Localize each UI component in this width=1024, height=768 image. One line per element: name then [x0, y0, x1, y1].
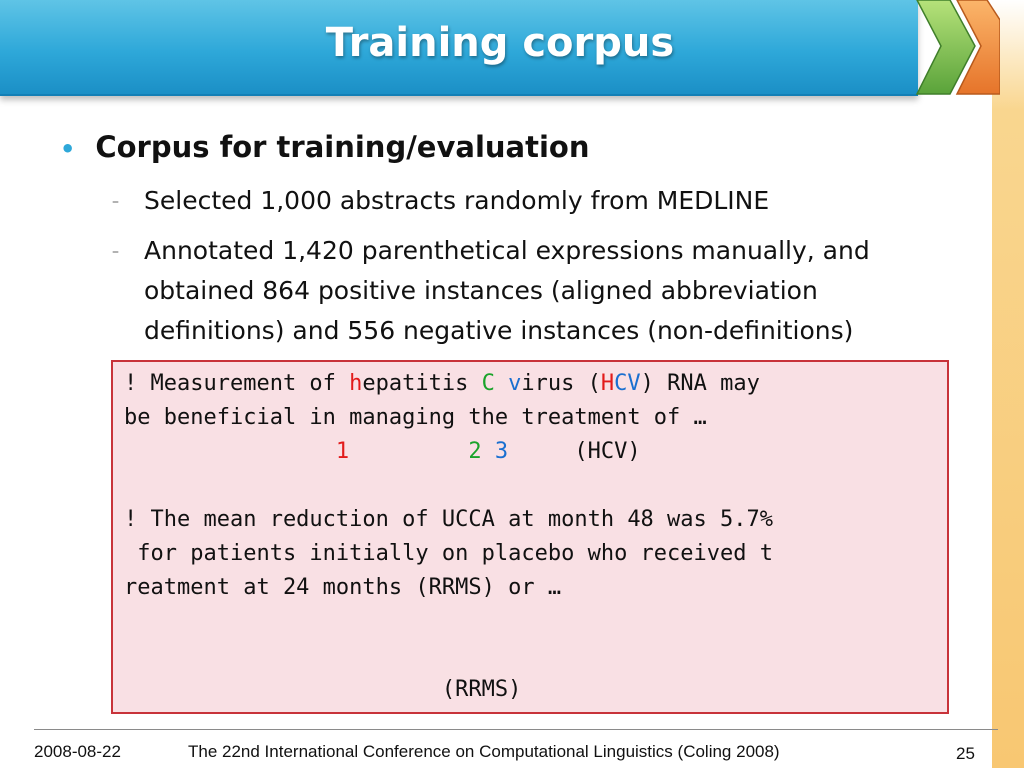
sub-bullet-2: – Annotated 1,420 parenthetical expressio… — [112, 231, 964, 351]
side-decor-stripe — [992, 0, 1024, 768]
alignment-num-2: 2 — [468, 439, 482, 464]
sub-bullet-1: – Selected 1,000 abstracts randomly from … — [112, 181, 769, 222]
example1-alignment-line: 1 2 3 (HCV) — [124, 435, 641, 469]
footer-conference: The 22nd International Conference on Com… — [188, 742, 780, 761]
example2-abbr: (RRMS) — [441, 677, 522, 702]
alignment-num-3: 3 — [494, 439, 509, 464]
page-number: 25 — [956, 744, 975, 763]
slide-title: Training corpus — [325, 20, 675, 66]
highlight-H: H — [600, 371, 615, 396]
highlight-h: h — [349, 371, 363, 396]
example2-line3: reatment at 24 months (RRMS) or … — [124, 575, 562, 600]
highlight-c: C — [481, 371, 495, 396]
chevron-arrows-decor — [915, 0, 1000, 95]
example1-line2: be beneficial in managing the treatment … — [124, 405, 707, 430]
footer-divider — [34, 729, 998, 730]
sub-bullet-1-text: Selected 1,000 abstracts randomly from M… — [144, 186, 770, 215]
dash-icon: – — [112, 244, 119, 260]
main-bullet-text: Corpus for training/evaluation — [95, 130, 590, 164]
example2-abbr-line: (RRMS) — [124, 673, 521, 707]
bullet-dot-icon: • — [60, 135, 76, 163]
example2-line2: for patients initially on placebo who re… — [124, 541, 774, 566]
title-banner — [0, 0, 918, 96]
highlight-v: v — [508, 371, 522, 396]
example2-line1: ! The mean reduction of UCCA at month 48… — [124, 507, 774, 532]
highlight-CV: CV — [614, 371, 641, 396]
alignment-num-1: 1 — [335, 439, 350, 464]
example1-line1: ! Measurement of hepatitis C virus (HCV)… — [124, 371, 760, 396]
footer-date: 2008-08-22 — [34, 742, 121, 761]
example1-abbr: (HCV) — [574, 439, 641, 464]
example-box: ! Measurement of hepatitis C virus (HCV)… — [111, 360, 949, 714]
main-bullet: • Corpus for training/evaluation — [60, 130, 589, 164]
sub-bullet-2-text: Annotated 1,420 parenthetical expression… — [144, 236, 870, 345]
dash-icon: – — [112, 194, 119, 210]
